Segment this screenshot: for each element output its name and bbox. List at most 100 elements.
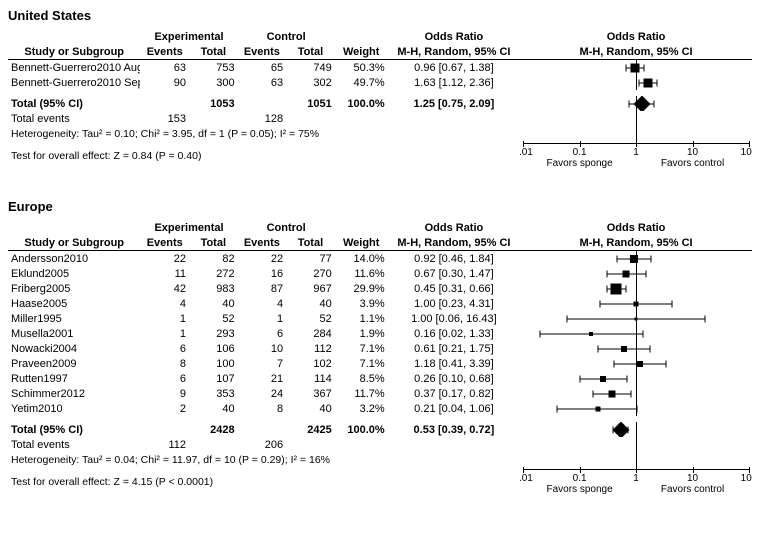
- forest-table: ExperimentalControl Odds RatioOdds Ratio S…: [8, 220, 752, 497]
- table-row: Eklund2005112721627011.6%0.67 [0.30, 1.4…: [8, 266, 752, 281]
- ctrl-events: 6: [238, 326, 287, 341]
- ctrl-total: 40: [286, 296, 335, 311]
- hdr-study: Study or Subgroup: [8, 44, 140, 60]
- ci-text: 0.16 [0.02, 1.33]: [388, 326, 520, 341]
- hdr-total: Total: [286, 235, 335, 251]
- exp-events: 90: [140, 75, 189, 90]
- study-label: Bennett-Guerrero2010 Sept: [8, 75, 140, 90]
- total-events-row: Total events112206: [8, 437, 752, 452]
- plot-cell: [520, 111, 752, 126]
- ctrl-total: 270: [286, 266, 335, 281]
- axis-tick-label: 1: [633, 147, 639, 158]
- study-label: Eklund2005: [8, 266, 140, 281]
- weight: 14.0%: [335, 251, 388, 267]
- forest-panel: United StatesExperimentalControlOdds Rat…: [8, 8, 752, 171]
- axis-tick-label: 100: [741, 473, 752, 484]
- ci-text: 0.37 [0.17, 0.82]: [388, 386, 520, 401]
- study-label: Yetim2010: [8, 401, 140, 416]
- exp-events: 2: [140, 401, 189, 416]
- hdr-or-plot: Odds Ratio: [520, 220, 752, 235]
- plot-cell: [520, 371, 752, 386]
- exp-events: 4: [140, 296, 189, 311]
- ctrl-events: 16: [238, 266, 287, 281]
- weight: 3.2%: [335, 401, 388, 416]
- heterogeneity: Heterogeneity: Tau² = 0.04; Chi² = 11.97…: [8, 452, 520, 467]
- favors-left: Favors sponge: [523, 158, 636, 169]
- total-label: Total (95% CI): [8, 96, 140, 111]
- ctrl-events: 63: [238, 75, 287, 90]
- study-label: Nowacki2004: [8, 341, 140, 356]
- exp-total: 293: [189, 326, 238, 341]
- hdr-exp: Experimental: [140, 220, 237, 235]
- ci-text: 0.45 [0.31, 0.66]: [388, 281, 520, 296]
- hdr-ctrl: Control: [238, 220, 335, 235]
- table-row: Musella2001129362841.9%0.16 [0.02, 1.33]: [8, 326, 752, 341]
- weight: 11.7%: [335, 386, 388, 401]
- axis-tick-label: 0.1: [573, 147, 587, 158]
- exp-total: 82: [189, 251, 238, 267]
- table-row: Yetim20102408403.2%0.21 [0.04, 1.06]: [8, 401, 752, 416]
- table-row: Rutten19976107211148.5%0.26 [0.10, 0.68]: [8, 371, 752, 386]
- total-weight: 100.0%: [335, 422, 388, 437]
- exp-total: 272: [189, 266, 238, 281]
- total-row: Total (95% CI)10531051100.0%1.25 [0.75, …: [8, 96, 752, 111]
- hdr-or-sub: M-H, Random, 95% CI: [388, 44, 520, 60]
- ctrl-events: 7: [238, 356, 287, 371]
- total-ctrl-events: 206: [238, 437, 287, 452]
- total-events-row: Total events153128: [8, 111, 752, 126]
- ctrl-total: 302: [286, 75, 335, 90]
- plot-cell: [520, 386, 752, 401]
- hdr-total: Total: [189, 235, 238, 251]
- table-row: Bennett-Guerrero2010 Sept903006330249.7%…: [8, 75, 752, 90]
- total-row: Total (95% CI)24282425100.0%0.53 [0.39, …: [8, 422, 752, 437]
- plot-cell: [520, 126, 752, 141]
- exp-total: 100: [189, 356, 238, 371]
- ctrl-events: 8: [238, 401, 287, 416]
- weight: 8.5%: [335, 371, 388, 386]
- hdr-weight: Weight: [335, 235, 388, 251]
- axis-tick-label: 10: [687, 147, 698, 158]
- total-label: Total (95% CI): [8, 422, 140, 437]
- total-events-label: Total events: [8, 437, 140, 452]
- ctrl-total: 77: [286, 251, 335, 267]
- ctrl-events: 22: [238, 251, 287, 267]
- table-row: Haase20054404403.9%1.00 [0.23, 4.31]: [8, 296, 752, 311]
- table-row: Schimmer201293532436711.7%0.37 [0.17, 0.…: [8, 386, 752, 401]
- plot-cell: [520, 281, 752, 296]
- total-exp-total: 1053: [189, 96, 238, 111]
- exp-total: 353: [189, 386, 238, 401]
- ci-text: 0.67 [0.30, 1.47]: [388, 266, 520, 281]
- exp-total: 52: [189, 311, 238, 326]
- study-label: Praveen2009: [8, 356, 140, 371]
- axis-tick-label: 0.1: [573, 473, 587, 484]
- hdr-or-plot: Odds Ratio: [520, 29, 752, 44]
- study-label: Schimmer2012: [8, 386, 140, 401]
- total-ci: 0.53 [0.39, 0.72]: [388, 422, 520, 437]
- panel-title: United States: [8, 8, 752, 23]
- table-row: Praveen2009810071027.1%1.18 [0.41, 3.39]: [8, 356, 752, 371]
- table-row: Bennett-Guerrero2010 Aug637536574950.3%0…: [8, 60, 752, 76]
- ctrl-total: 102: [286, 356, 335, 371]
- exp-total: 753: [189, 60, 238, 76]
- hdr-or: Odds Ratio: [388, 220, 520, 235]
- axis-tick-label: 100: [741, 147, 752, 158]
- weight: 1.1%: [335, 311, 388, 326]
- hdr-or-sub: M-H, Random, 95% CI: [520, 235, 752, 251]
- ci-text: 1.00 [0.06, 16.43]: [388, 311, 520, 326]
- plot-cell: [520, 422, 752, 437]
- plot-cell: [520, 266, 752, 281]
- table-row: Andersson20102282227714.0%0.92 [0.46, 1.…: [8, 251, 752, 267]
- hdr-weight: Weight: [335, 44, 388, 60]
- exp-events: 11: [140, 266, 189, 281]
- hdr-events: Events: [140, 44, 189, 60]
- hdr-total: Total: [189, 44, 238, 60]
- hdr-exp: Experimental: [140, 29, 237, 44]
- exp-total: 107: [189, 371, 238, 386]
- plot-cell: [520, 341, 752, 356]
- exp-events: 22: [140, 251, 189, 267]
- plot-cell: [520, 326, 752, 341]
- axis-cell: 0.010.1110100Favors spongeFavors control: [520, 141, 752, 171]
- ci-text: 0.26 [0.10, 0.68]: [388, 371, 520, 386]
- plot-cell: [520, 60, 752, 76]
- total-exp-total: 2428: [189, 422, 238, 437]
